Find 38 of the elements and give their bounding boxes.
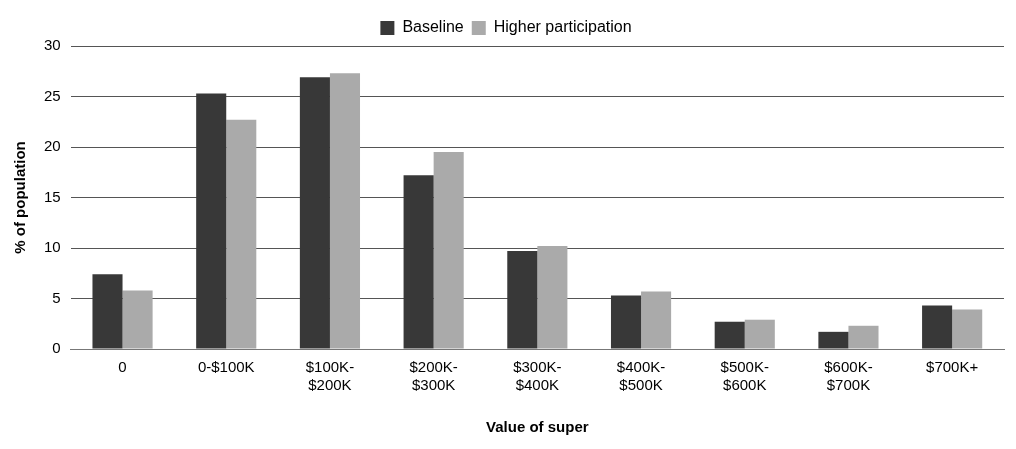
y-axis-title: % of population: [11, 141, 29, 254]
bar: [848, 325, 879, 349]
bar: [952, 309, 983, 349]
bar: [196, 93, 227, 349]
x-axis-title: Value of super: [486, 418, 589, 436]
y-tick-label: 5: [52, 288, 61, 306]
bar: [92, 274, 123, 349]
bar: [507, 251, 538, 349]
y-tick-label: 20: [44, 137, 61, 155]
y-tick-label: 15: [44, 187, 61, 205]
bar: [329, 73, 361, 349]
x-tick-label: 0-$100K: [197, 358, 255, 376]
x-tick-label: $300K-$400K: [513, 358, 562, 394]
y-tick-label: 0: [52, 339, 61, 357]
x-tick-label: $400K-$500K: [616, 358, 666, 394]
bar: [226, 119, 257, 349]
bar: [122, 290, 153, 349]
x-tick-label: $700K+: [926, 358, 979, 376]
bar: [403, 175, 434, 349]
bar: [922, 305, 953, 349]
y-tick-label: 25: [44, 86, 61, 104]
x-tick-label: $100K-$200K: [305, 358, 355, 394]
legend-label: Higher participation: [493, 18, 632, 36]
x-tick-label: $200K-$300K: [409, 358, 458, 394]
bar: [641, 291, 672, 349]
bar: [433, 152, 464, 349]
y-tick-label: 30: [44, 36, 61, 54]
bar: [299, 77, 330, 349]
bar: [744, 319, 775, 349]
y-tick-label: 10: [44, 238, 61, 256]
bar: [714, 321, 745, 349]
x-tick-label: $600K-$700K: [824, 358, 873, 394]
x-tick-label: $500K-$600K: [720, 358, 769, 394]
bar: [537, 245, 568, 349]
bar: [818, 331, 849, 349]
bar: [610, 295, 642, 349]
legend-label: Baseline: [402, 18, 464, 36]
x-tick-label: 0: [118, 358, 127, 376]
